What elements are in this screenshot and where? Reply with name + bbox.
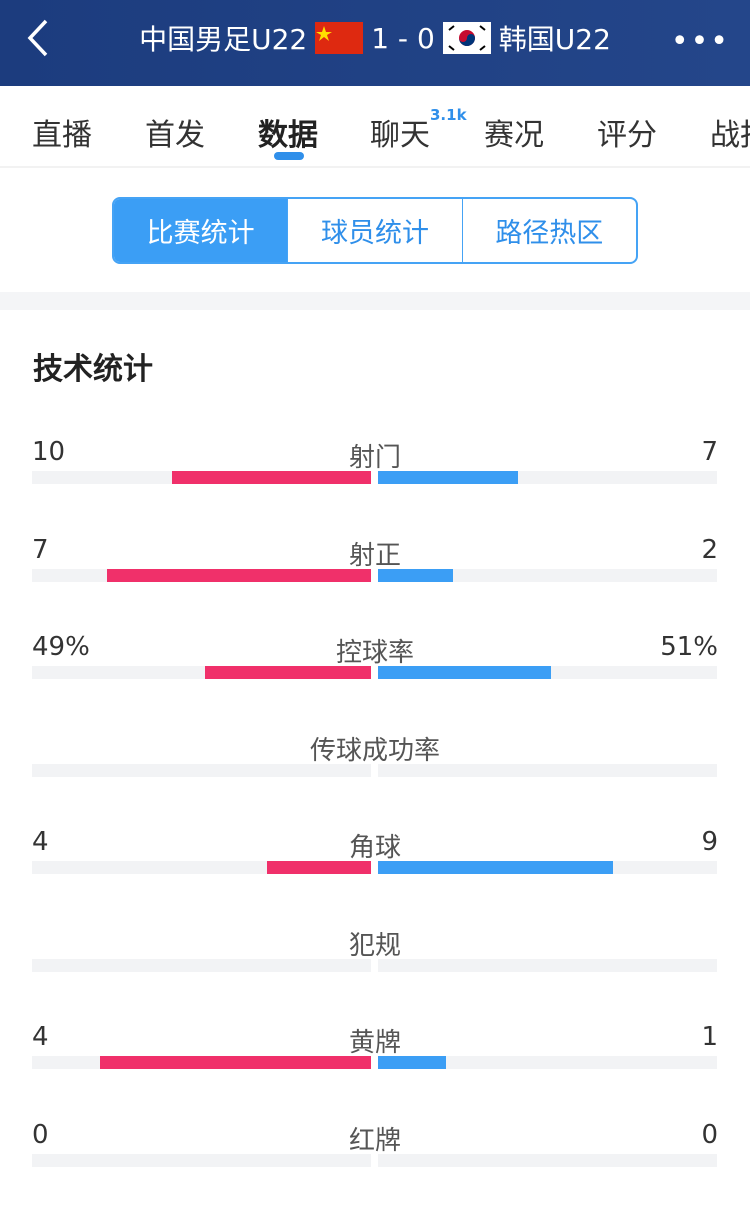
stat-row: 10 射门 7: [32, 437, 718, 507]
home-bar-fill: [171, 471, 371, 484]
away-value: 0: [701, 1119, 718, 1150]
home-bar-track: [32, 471, 371, 484]
away-bar-fill: [378, 861, 613, 874]
tab-events[interactable]: 赛况: [484, 118, 544, 153]
home-bar-track: [32, 1056, 371, 1069]
chat-count-badge: 3.1k: [430, 106, 467, 124]
stat-label: 传球成功率: [309, 735, 440, 766]
match-header: 中国男足U22 1 - 0 韩国U22 •••: [0, 0, 750, 86]
tab-chat[interactable]: 聊天3.1k: [370, 106, 467, 154]
stat-label: 射正: [348, 540, 401, 571]
home-team[interactable]: 中国男足U22: [139, 23, 308, 56]
away-bar-fill: [378, 1056, 446, 1069]
away-bar-track: [378, 958, 717, 972]
chevron-left-icon[interactable]: [26, 18, 50, 58]
segment-player-stats[interactable]: 球员统计: [287, 199, 461, 262]
home-bar-track: [32, 763, 371, 777]
tab-report[interactable]: 战报: [710, 118, 750, 153]
stat-row: 7 射正 2: [32, 535, 718, 605]
stat-label: 红牌: [348, 1125, 401, 1156]
segment-match-stats[interactable]: 比赛统计: [114, 199, 288, 262]
home-value: 49%: [32, 632, 90, 662]
tab-chat-label: 聊天: [370, 118, 430, 153]
tab-bar: 直播 首发 数据 聊天3.1k 赛况 评分 战报: [0, 86, 750, 168]
home-value: 4: [32, 827, 49, 857]
home-bar-fill: [266, 861, 371, 874]
home-value: 7: [32, 534, 49, 565]
home-bar-track: [32, 958, 371, 972]
home-value: 4: [32, 1022, 49, 1052]
stat-label: 射门: [348, 443, 401, 473]
stat-row: 0 红牌 0: [32, 1120, 718, 1190]
tab-data[interactable]: 数据: [258, 118, 318, 153]
section-divider: [0, 292, 750, 310]
active-tab-indicator: [274, 152, 304, 160]
stat-label: 角球: [348, 833, 401, 863]
away-value: 2: [701, 534, 718, 565]
home-bar-track: [32, 1153, 371, 1167]
stat-row: 49% 控球率 51%: [32, 632, 718, 702]
more-dots-icon[interactable]: •••: [670, 24, 730, 59]
home-bar-fill: [99, 1056, 371, 1069]
home-bar-fill: [204, 666, 371, 679]
home-value: 0: [32, 1119, 49, 1150]
away-value: 9: [701, 827, 718, 857]
away-value: 7: [701, 437, 718, 467]
away-bar-track: [378, 763, 717, 777]
away-value: 1: [701, 1022, 718, 1052]
away-bar-track: [378, 1056, 717, 1069]
stat-row: 4 角球 9: [32, 827, 718, 897]
away-bar-track: [378, 568, 717, 582]
stats-segmented-control: 比赛统计 球员统计 路径热区: [112, 197, 638, 264]
stat-row: 犯规: [32, 925, 718, 995]
home-bar-track: [32, 666, 371, 679]
tab-live[interactable]: 直播: [32, 118, 92, 153]
away-bar-fill: [378, 471, 518, 484]
tab-ratings[interactable]: 评分: [597, 118, 657, 153]
home-bar-track: [32, 861, 371, 874]
home-bar-track: [32, 568, 371, 582]
away-bar-track: [378, 471, 717, 484]
away-team[interactable]: 韩国U22: [498, 23, 611, 56]
away-bar-track: [378, 861, 717, 874]
segment-heatmap[interactable]: 路径热区: [461, 199, 636, 262]
away-value: 51%: [660, 632, 718, 662]
stat-row: 4 黄牌 1: [32, 1022, 718, 1092]
tab-lineup[interactable]: 首发: [145, 118, 205, 153]
away-bar-track: [378, 1153, 717, 1167]
china-flag-icon: [315, 22, 364, 54]
score: 1 - 0: [371, 21, 435, 55]
stat-label: 犯规: [348, 930, 401, 961]
away-bar-fill: [378, 666, 551, 679]
away-bar-track: [378, 666, 717, 679]
korea-flag-icon: [442, 22, 491, 54]
home-bar-fill: [107, 568, 371, 582]
stat-row: 传球成功率: [32, 730, 718, 800]
stat-label: 控球率: [335, 638, 414, 668]
stat-label: 黄牌: [348, 1028, 401, 1058]
away-bar-fill: [378, 568, 454, 582]
home-value: 10: [32, 437, 66, 467]
section-title: 技术统计: [33, 352, 153, 387]
